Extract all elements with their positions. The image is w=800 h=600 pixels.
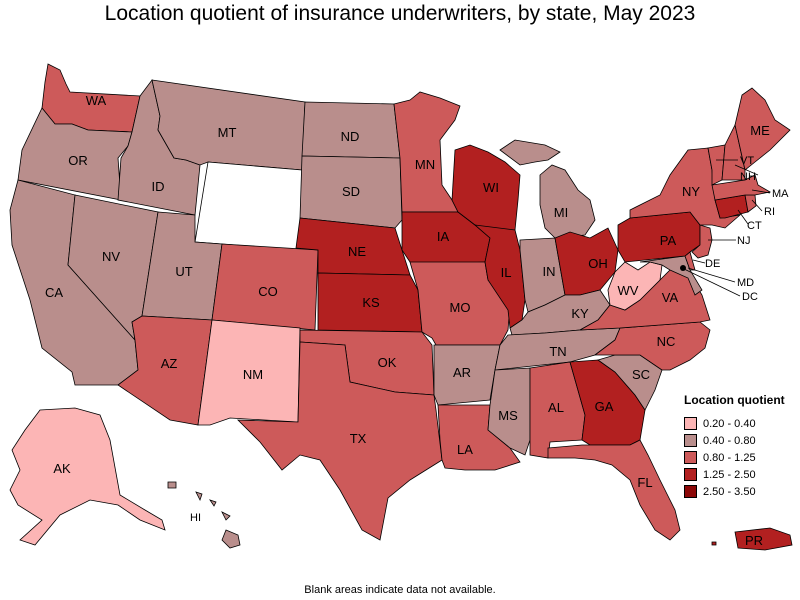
state-HI[interactable]: [167, 481, 241, 549]
label-CO: CO: [258, 284, 278, 299]
label-NH: NH: [740, 171, 756, 183]
state-MA[interactable]: [711, 174, 772, 201]
label-AZ: AZ: [161, 356, 178, 371]
label-IL: IL: [501, 265, 512, 280]
label-OH: OH: [588, 256, 608, 271]
label-IA: IA: [437, 229, 450, 244]
legend-label: 2.50 - 3.50: [703, 485, 756, 498]
state-MN[interactable]: [393, 91, 461, 213]
legend-item: 0.80 - 1.25: [684, 449, 796, 466]
label-IN: IN: [543, 264, 556, 279]
state-labels: WA OR CA NV ID MT UT AZ CO NM ND SD NE K…: [45, 93, 789, 548]
label-NY: NY: [682, 184, 700, 199]
label-RI: RI: [764, 206, 775, 218]
label-NJ: NJ: [737, 235, 750, 247]
legend-label: 0.40 - 0.80: [703, 434, 756, 447]
state-TX[interactable]: [237, 341, 443, 541]
state-WY[interactable]: [194, 161, 303, 251]
label-VA: VA: [662, 290, 679, 305]
state-PR[interactable]: [711, 527, 793, 551]
label-KY: KY: [571, 306, 589, 321]
legend-label: 0.20 - 0.40: [703, 417, 756, 430]
label-SC: SC: [632, 367, 650, 382]
state-AK[interactable]: [9, 407, 166, 546]
state-VT[interactable]: [707, 144, 726, 186]
state-FL[interactable]: [547, 439, 681, 541]
legend-swatch: [684, 485, 697, 498]
label-MD: MD: [737, 277, 754, 289]
label-TX: TX: [350, 431, 367, 446]
state-ME[interactable]: [734, 87, 791, 171]
label-WI: WI: [483, 180, 499, 195]
label-GA: GA: [595, 399, 614, 414]
label-WA: WA: [86, 93, 107, 108]
label-FL: FL: [637, 475, 652, 490]
label-MT: MT: [218, 125, 237, 140]
callout-lines: [681, 159, 771, 297]
label-UT: UT: [175, 264, 192, 279]
label-AR: AR: [453, 365, 471, 380]
label-MN: MN: [415, 157, 435, 172]
map-title: Location quotient of insurance underwrit…: [104, 2, 696, 25]
legend-swatch: [684, 434, 697, 447]
label-DE: DE: [705, 258, 720, 270]
label-ME: ME: [750, 123, 770, 138]
state-MI[interactable]: [499, 139, 596, 239]
label-PA: PA: [660, 233, 677, 248]
state-SD[interactable]: [299, 155, 403, 229]
legend-item: 0.20 - 0.40: [684, 415, 796, 432]
state-NM[interactable]: [197, 319, 301, 426]
label-CT: CT: [747, 220, 762, 232]
label-AK: AK: [53, 461, 71, 476]
label-MO: MO: [450, 300, 471, 315]
label-CA: CA: [45, 285, 63, 300]
footnote: Blank areas indicate data not available.: [304, 584, 496, 596]
label-MI: MI: [554, 205, 568, 220]
state-NJ[interactable]: [691, 224, 713, 259]
label-KS: KS: [362, 295, 380, 310]
legend-swatch: [684, 417, 697, 430]
label-VT: VT: [740, 155, 754, 167]
state-NH[interactable]: [721, 123, 746, 181]
label-AL: AL: [548, 400, 564, 415]
state-NC[interactable]: [593, 321, 711, 371]
label-DC: DC: [742, 291, 758, 303]
legend-item: 1.25 - 2.50: [684, 466, 796, 483]
legend-items: 0.20 - 0.40 0.40 - 0.80 0.80 - 1.25 1.25 - …: [684, 415, 796, 500]
label-ND: ND: [341, 129, 360, 144]
legend-label: 0.80 - 1.25: [703, 451, 756, 464]
legend-swatch: [684, 468, 697, 481]
label-MA: MA: [772, 188, 789, 200]
label-MS: MS: [498, 408, 518, 423]
legend-swatch: [684, 451, 697, 464]
state-OH[interactable]: [554, 227, 619, 296]
label-NM: NM: [243, 367, 263, 382]
label-OR: OR: [68, 153, 88, 168]
legend: Location quotient 0.20 - 0.40 0.40 - 0.80…: [684, 393, 796, 500]
dc-marker: [680, 265, 686, 271]
label-OK: OK: [378, 355, 397, 370]
legend-title: Location quotient: [684, 393, 785, 407]
label-TN: TN: [549, 344, 566, 359]
label-ID: ID: [152, 179, 165, 194]
label-NE: NE: [348, 244, 366, 259]
state-WI[interactable]: [451, 144, 521, 233]
label-NV: NV: [102, 249, 120, 264]
label-PR: PR: [745, 533, 763, 548]
label-WV: WV: [618, 283, 639, 298]
label-SD: SD: [342, 184, 360, 199]
label-NC: NC: [657, 334, 676, 349]
legend-item: 2.50 - 3.50: [684, 483, 796, 500]
label-LA: LA: [457, 442, 473, 457]
legend-item: 0.40 - 0.80: [684, 432, 796, 449]
label-HI: HI: [190, 512, 201, 524]
legend-label: 1.25 - 2.50: [703, 468, 756, 481]
